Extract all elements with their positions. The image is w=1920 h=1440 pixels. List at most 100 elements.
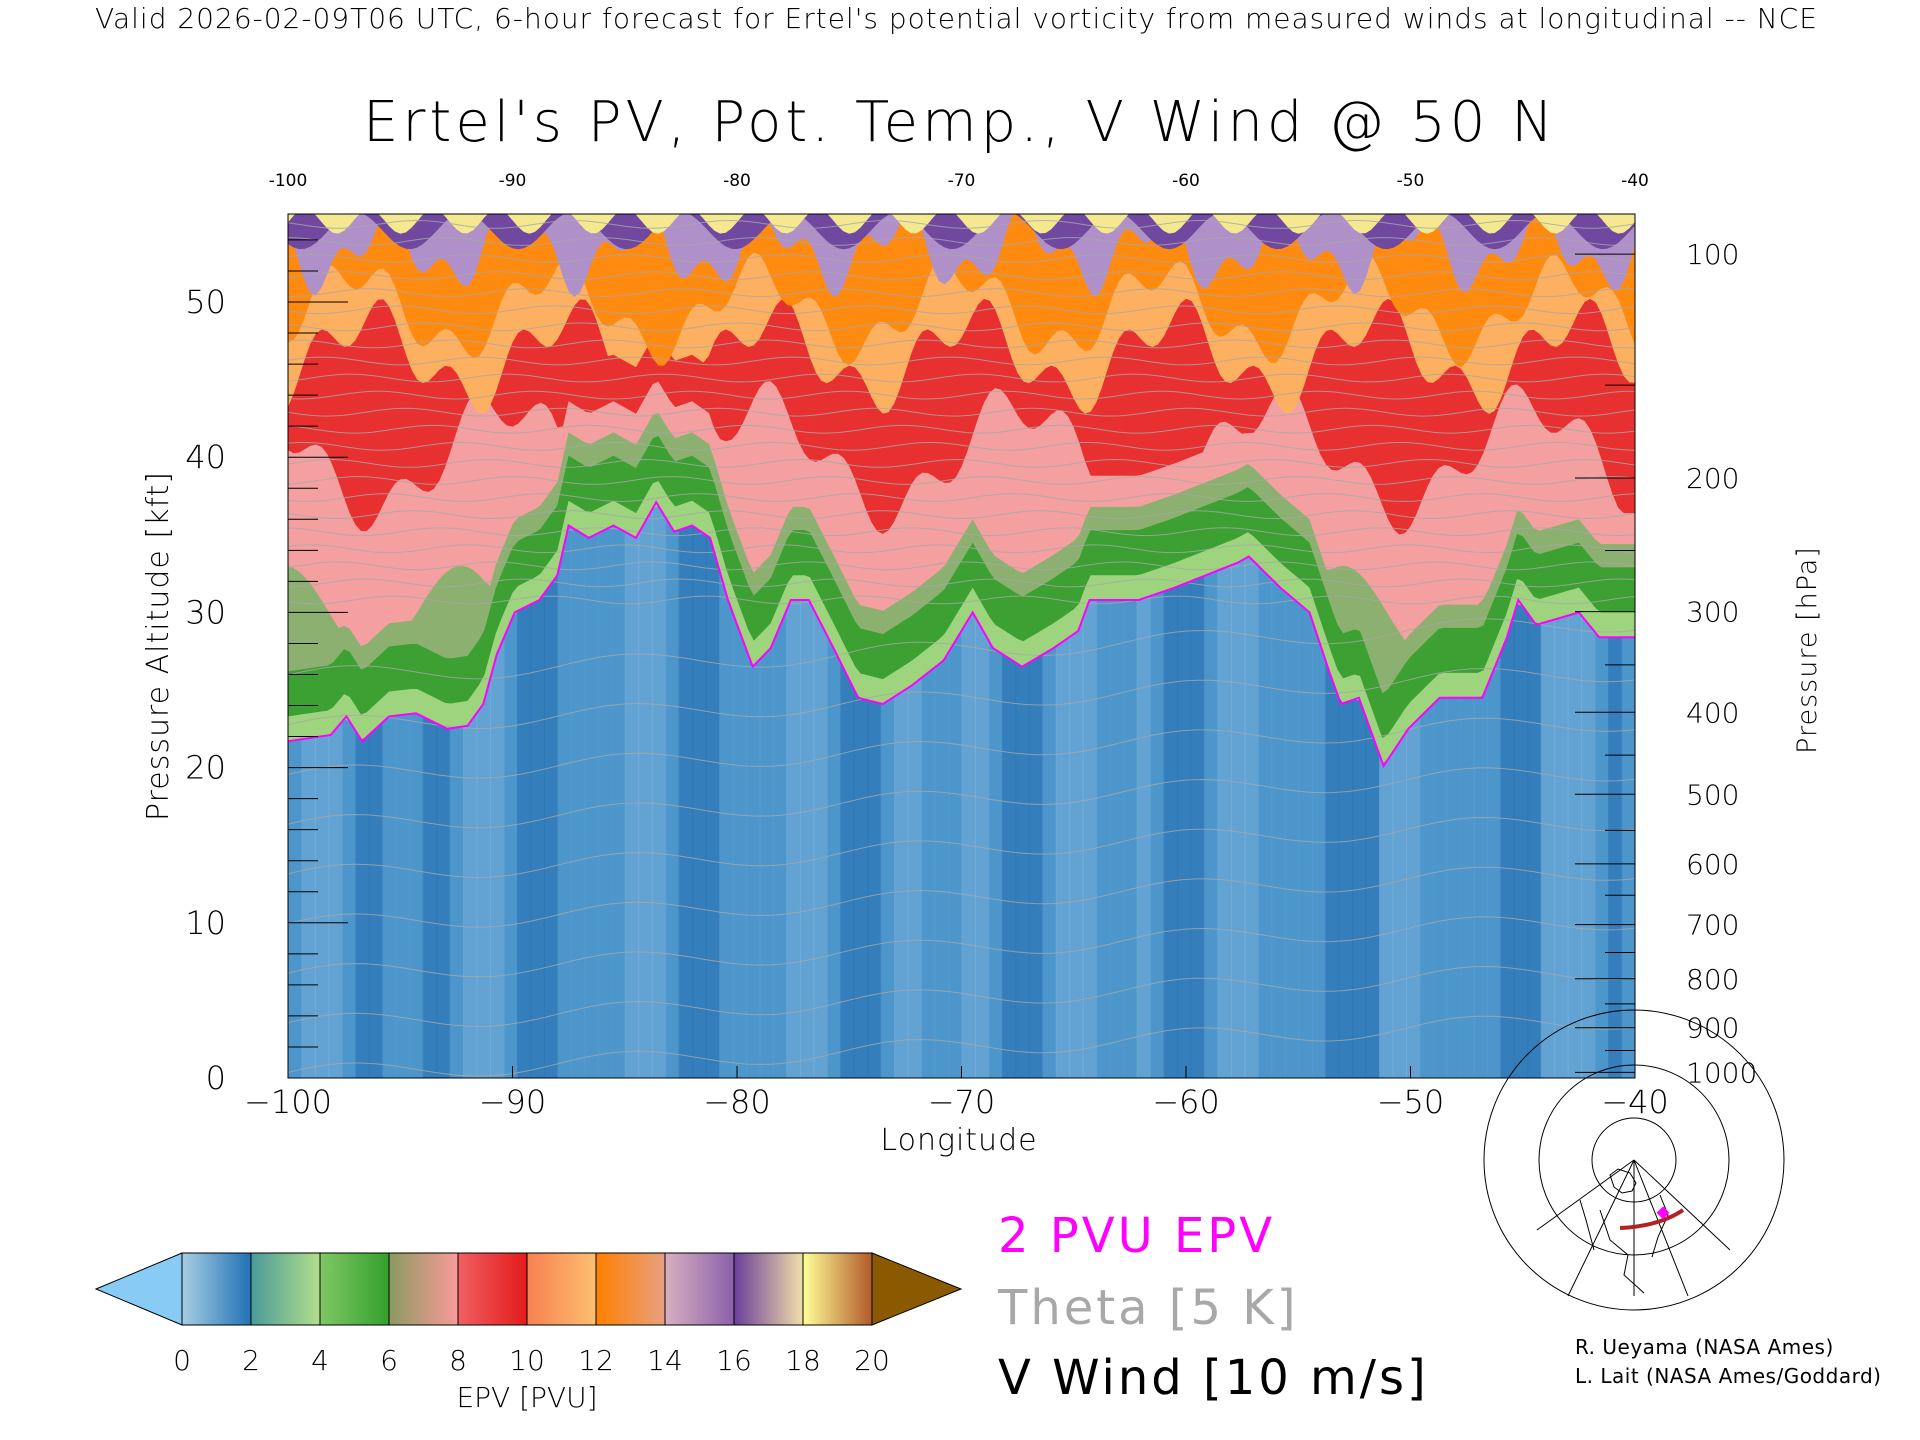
y2-axis-label: Pressure [hPa] [1792, 546, 1823, 754]
y-tick-label: 0 [206, 1059, 226, 1097]
theta-contour [288, 816, 1635, 879]
y-tick-label: 30 [185, 593, 226, 631]
x-top-tick-label: -100 [269, 171, 308, 191]
colorbar-band [664, 1252, 735, 1326]
theta-contour [288, 595, 1635, 605]
axes: −100 -100 −90 -90 −80 -80 −70 -70 −60 -60 −50 -50 −4… [141, 171, 1823, 1158]
x-tick-label: −50 [1377, 1083, 1445, 1121]
colorbar: 0 2 4 6 8 10 12 14 16 18 20 EPV [PVU] [94, 1252, 963, 1414]
theta-contour [288, 527, 1635, 537]
x-top-tick-label: -70 [948, 171, 976, 191]
y2-tick-label: 500 [1686, 778, 1739, 811]
theta-contour [288, 458, 1635, 468]
colorbar-tick-label: 0 [173, 1344, 191, 1377]
y-tick-label: 40 [185, 438, 226, 476]
cross-section-track [1619, 1208, 1685, 1230]
colorbar-tick-label: 4 [311, 1344, 329, 1377]
forecast-description: Valid 2026-02-09T06 UTC, 6-hour forecast… [95, 2, 1818, 35]
x-top-tick-label: -60 [1172, 171, 1200, 191]
latitude-circle [1483, 1009, 1785, 1311]
legend-v-wind: V Wind [10 m/s] [998, 1350, 1429, 1406]
theta-contour [288, 288, 1635, 298]
theta-contour [288, 305, 1635, 315]
colorbar-under-arrow [94, 1252, 183, 1326]
contour-overlay [288, 219, 1635, 1077]
y-axis-label: Pressure Altitude [kft] [141, 471, 176, 821]
y-tick-label: 10 [185, 904, 226, 942]
theta-contour [288, 561, 1635, 571]
theta-contour [288, 618, 1635, 680]
locator-map [1483, 1009, 1785, 1311]
theta-contour [288, 237, 1635, 246]
colorbar-tick-label: 8 [449, 1344, 467, 1377]
x-top-tick-label: -40 [1621, 171, 1649, 191]
chart-title: Ertel's PV, Pot. Temp., V Wind @ 50 N [362, 90, 1558, 155]
y-tick-label: 20 [185, 749, 226, 787]
pvu-2-contour [288, 500, 1635, 769]
colorbar-band [733, 1252, 804, 1326]
meridian-line [1567, 1159, 1635, 1297]
x-top-tick-label: -90 [499, 171, 527, 191]
colorbar-band [319, 1252, 390, 1326]
pv-band-12-14 [288, 214, 1635, 367]
y2-tick-label: 200 [1686, 462, 1739, 495]
x-tick-label: −70 [928, 1083, 996, 1121]
coastline [1579, 1168, 1669, 1294]
colorbar-tick-label: 10 [509, 1344, 545, 1377]
y2-tick-label: 700 [1686, 909, 1739, 942]
theta-contour [288, 322, 1635, 332]
colorbar-band [457, 1252, 528, 1326]
colorbar-tick-label: 20 [854, 1344, 890, 1377]
colorbar-tick-label: 16 [716, 1344, 752, 1377]
colorbar-band [181, 1252, 252, 1326]
theta-contour [288, 544, 1635, 554]
colorbar-band [388, 1252, 459, 1326]
theta-contour [288, 271, 1635, 281]
x-top-tick-label: -50 [1397, 171, 1425, 191]
theta-contour [288, 356, 1635, 366]
colorbar-band [802, 1252, 873, 1326]
y2-tick-label: 300 [1686, 596, 1739, 629]
pv-field [288, 214, 1649, 1078]
legend-pvu-line: 2 PVU EPV [998, 1208, 1276, 1264]
theta-contour [288, 442, 1635, 451]
meridian-line [1536, 1159, 1635, 1231]
y2-tick-label: 800 [1686, 963, 1739, 996]
colorbar-tick-label: 12 [578, 1344, 614, 1377]
colorbar-band [595, 1252, 666, 1326]
colorbar-over-arrow [871, 1252, 963, 1326]
theta-contour [288, 390, 1635, 400]
y2-tick-label: 400 [1686, 696, 1739, 729]
y2-tick-label: 1000 [1686, 1056, 1757, 1089]
pv-cell [1635, 214, 1649, 1078]
y2-tick-label: 100 [1686, 238, 1739, 271]
theta-contour [288, 339, 1635, 349]
theta-contour [288, 373, 1635, 383]
y2-tick-label: 900 [1686, 1012, 1739, 1045]
theta-contour [288, 965, 1635, 1027]
meridian-line [1633, 1159, 1689, 1297]
colorbar-tick-label: 18 [785, 1344, 821, 1377]
x-tick-label: −60 [1152, 1083, 1220, 1121]
theta-contour [288, 667, 1635, 730]
theta-contour [288, 219, 1635, 229]
theta-contour [288, 254, 1635, 263]
location-marker [1656, 1206, 1670, 1220]
x-tick-label: −100 [244, 1083, 332, 1121]
theta-contour [288, 916, 1635, 978]
theta-contour [288, 407, 1635, 417]
theta-contour [288, 510, 1635, 520]
y2-tick-label: 600 [1686, 848, 1739, 881]
x-tick-label: −90 [479, 1083, 547, 1121]
theta-contour [288, 767, 1635, 829]
colorbar-tick-label: 6 [380, 1344, 398, 1377]
credit-author-2: L. Lait (NASA Ames/Goddard) [1575, 1364, 1882, 1388]
theta-contour [288, 578, 1635, 588]
x-tick-label: −40 [1601, 1083, 1669, 1121]
colorbar-band [250, 1252, 321, 1326]
theta-contour [288, 866, 1635, 928]
theta-contour [288, 493, 1635, 502]
pv-band-18-20 [288, 214, 1635, 234]
theta-contour [288, 424, 1635, 434]
